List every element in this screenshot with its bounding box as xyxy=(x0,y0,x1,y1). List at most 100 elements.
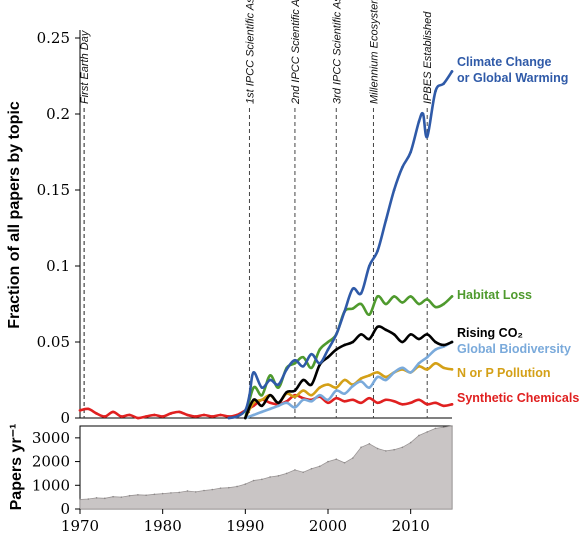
data-point xyxy=(310,383,313,386)
data-point xyxy=(326,398,330,402)
data-point xyxy=(376,249,379,253)
papers-point xyxy=(161,492,164,495)
papers-point xyxy=(294,469,296,471)
data-point xyxy=(310,366,313,370)
papers-point xyxy=(244,483,247,485)
data-point xyxy=(260,410,264,414)
data-point xyxy=(186,413,189,417)
papers-point xyxy=(194,491,197,493)
data-point xyxy=(442,302,446,306)
data-point xyxy=(248,393,251,397)
data-point xyxy=(277,383,280,386)
papers-point xyxy=(178,491,180,494)
data-point xyxy=(409,150,412,154)
data-point xyxy=(401,403,404,406)
data-point xyxy=(450,70,454,73)
event-label: 1st IPCC Scientific Assessment xyxy=(244,0,256,104)
papers-y-tick-label: 1000 xyxy=(32,476,70,494)
data-point xyxy=(111,410,115,414)
papers-point xyxy=(219,487,222,489)
data-point xyxy=(285,368,288,371)
event-label: IPBES Established xyxy=(422,11,434,104)
data-point xyxy=(425,135,429,139)
data-point xyxy=(392,333,396,336)
data-point xyxy=(326,348,330,351)
data-point xyxy=(293,395,297,399)
data-point xyxy=(376,375,379,379)
papers-y-tick-label: 3000 xyxy=(32,429,70,447)
data-point xyxy=(417,361,421,365)
series-label: Climate Change xyxy=(457,55,552,69)
y-tick-label: 0.1 xyxy=(46,257,70,275)
data-point xyxy=(351,340,355,344)
papers-point xyxy=(95,497,98,499)
data-point xyxy=(343,343,346,347)
papers-point xyxy=(335,458,338,461)
data-point xyxy=(343,399,346,403)
data-point xyxy=(277,386,280,389)
data-point xyxy=(392,399,396,403)
data-point xyxy=(425,403,429,406)
data-point xyxy=(376,371,379,374)
event-label: 3rd IPCC Scientific Assessment xyxy=(331,0,343,104)
papers-point xyxy=(211,488,214,491)
series-label: Rising CO₂ xyxy=(457,326,523,340)
papers-point xyxy=(145,494,147,497)
data-point xyxy=(425,355,429,359)
papers-point xyxy=(327,460,329,463)
papers-point xyxy=(277,475,280,477)
data-point xyxy=(334,396,338,400)
data-point xyxy=(268,401,272,405)
series-label: Synthetic Chemicals xyxy=(457,391,579,405)
data-point xyxy=(260,398,264,402)
data-point xyxy=(442,343,446,347)
series-line xyxy=(244,340,454,420)
papers-point xyxy=(236,485,238,488)
data-point xyxy=(326,383,330,386)
papers-point xyxy=(376,447,379,450)
data-point xyxy=(359,302,363,306)
papers-point xyxy=(153,493,156,496)
data-point xyxy=(301,398,305,402)
papers-point xyxy=(120,496,123,498)
papers-point xyxy=(137,493,139,496)
papers-point xyxy=(252,479,255,482)
data-point xyxy=(368,313,371,316)
data-point xyxy=(384,398,388,402)
data-point xyxy=(326,401,330,405)
data-point xyxy=(310,399,313,403)
data-point xyxy=(227,416,231,420)
papers-point xyxy=(302,471,305,474)
papers-point xyxy=(434,427,437,430)
x-tick-label: 1970 xyxy=(61,517,99,535)
data-point xyxy=(293,358,297,362)
data-point xyxy=(417,337,421,341)
data-point xyxy=(421,112,425,116)
y-tick-label: 0 xyxy=(60,409,70,427)
data-point xyxy=(268,407,272,411)
data-point xyxy=(368,374,371,377)
papers-point xyxy=(352,457,354,459)
papers-point xyxy=(451,425,453,427)
data-point xyxy=(244,409,247,412)
papers-point xyxy=(285,472,288,475)
x-tick-label: 1980 xyxy=(144,517,182,535)
papers-point xyxy=(442,426,445,428)
data-point xyxy=(334,333,338,336)
papers-point xyxy=(228,486,230,489)
data-point xyxy=(401,366,404,370)
data-point xyxy=(252,386,255,389)
data-point xyxy=(318,361,322,365)
data-point xyxy=(95,412,98,415)
y-axis-label-papers: Papers yr⁻¹ xyxy=(8,424,25,511)
data-point xyxy=(376,295,379,298)
data-point xyxy=(417,398,421,402)
data-point xyxy=(252,413,255,417)
papers-point xyxy=(128,494,131,497)
data-point xyxy=(351,384,355,388)
data-point xyxy=(384,378,388,382)
papers-point xyxy=(104,497,106,500)
data-point xyxy=(343,310,346,313)
data-point xyxy=(235,415,239,418)
papers-point xyxy=(203,489,205,492)
